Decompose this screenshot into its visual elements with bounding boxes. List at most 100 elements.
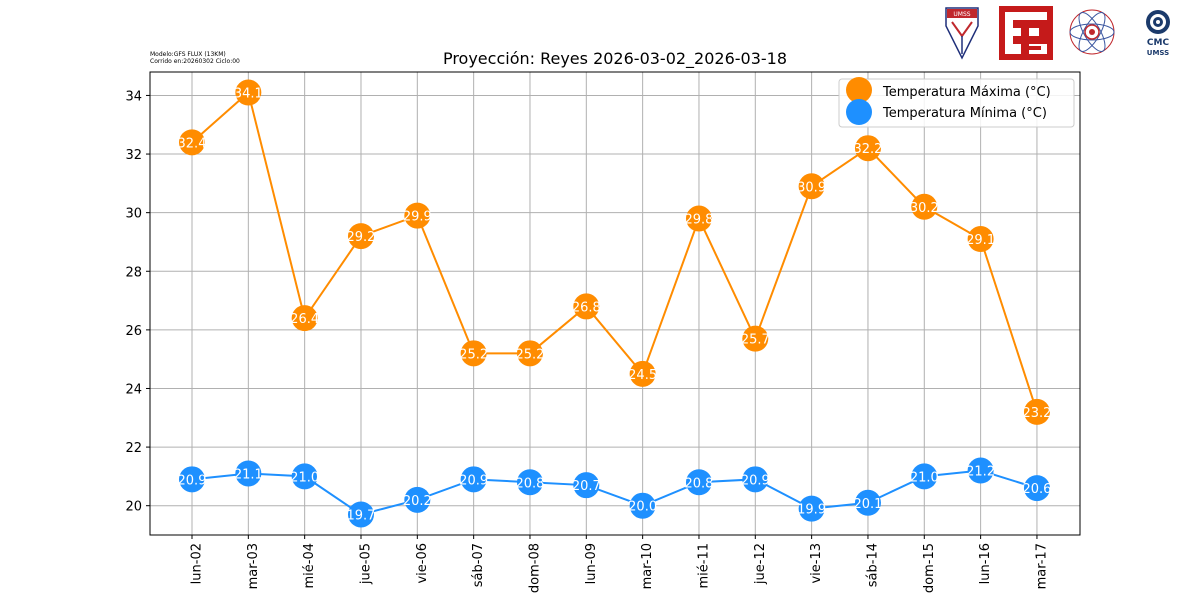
x-tick-label: dom-08 xyxy=(527,543,542,593)
data-label: 25.2 xyxy=(459,347,488,362)
data-label: 20.2 xyxy=(403,494,432,509)
data-point xyxy=(685,469,712,496)
y-tick-label: 32 xyxy=(125,148,142,163)
y-tick-label: 22 xyxy=(125,441,142,456)
data-point xyxy=(742,466,769,493)
data-point xyxy=(742,325,769,352)
x-tick-label: vie-06 xyxy=(415,543,430,584)
data-point xyxy=(1023,475,1050,502)
data-label: 32.2 xyxy=(853,142,882,157)
data-point xyxy=(911,463,938,490)
umss-shield-text: UMSS xyxy=(953,11,970,18)
x-tick-label: sáb-07 xyxy=(471,543,486,587)
y-tick-label: 20 xyxy=(125,500,142,515)
data-point xyxy=(967,457,994,484)
data-label: 29.1 xyxy=(966,233,995,248)
legend-max-marker xyxy=(846,77,872,103)
umss-logo-text: UMSS xyxy=(1147,49,1169,57)
x-tick-label: mié-11 xyxy=(696,543,711,589)
plot-frame xyxy=(149,71,1081,536)
data-point xyxy=(798,173,825,200)
data-label: 21.0 xyxy=(290,470,319,485)
x-tick-label: mar-17 xyxy=(1034,543,1049,589)
x-tick-label: mar-03 xyxy=(246,543,261,589)
data-point xyxy=(291,463,318,490)
data-label: 20.8 xyxy=(516,476,545,491)
data-label: 29.9 xyxy=(403,210,432,225)
data-label: 30.9 xyxy=(797,180,826,195)
data-point xyxy=(460,466,487,493)
model-caption: Modelo:GFS FLUX (13KM) xyxy=(150,51,226,58)
data-label: 21.0 xyxy=(910,470,939,485)
chart-title: Proyección: Reyes 2026-03-02_2026-03-18 xyxy=(443,49,787,69)
data-label: 20.9 xyxy=(459,473,488,488)
x-tick-label: lun-02 xyxy=(190,543,205,584)
y-tick-label: 24 xyxy=(125,382,142,397)
data-point xyxy=(291,305,318,332)
data-label: 26.8 xyxy=(572,300,601,315)
data-label: 20.9 xyxy=(741,473,770,488)
data-point xyxy=(179,466,205,493)
data-point xyxy=(516,340,543,367)
data-point xyxy=(347,501,374,528)
data-label: 19.7 xyxy=(347,508,376,523)
x-tick-label: dom-15 xyxy=(922,543,937,593)
x-tick-label: jue-05 xyxy=(358,543,373,585)
data-label: 24.5 xyxy=(628,368,657,383)
data-label: 20.0 xyxy=(628,500,657,515)
data-label: 20.9 xyxy=(178,473,207,488)
legend-box xyxy=(838,78,1075,128)
data-label: 34.1 xyxy=(234,87,263,102)
data-point xyxy=(179,129,205,156)
data-point xyxy=(854,135,881,162)
x-tick-label: jue-12 xyxy=(753,543,768,585)
data-point xyxy=(404,486,431,513)
y-tick-label: 30 xyxy=(125,207,142,222)
data-label: 32.4 xyxy=(178,136,207,151)
data-point xyxy=(347,223,374,250)
faculty-logo xyxy=(999,6,1053,60)
data-point xyxy=(798,495,825,522)
data-point xyxy=(854,489,881,516)
data-label: 23.2 xyxy=(1022,406,1051,421)
data-point xyxy=(1023,398,1050,425)
data-point xyxy=(235,460,262,487)
y-tick-label: 34 xyxy=(125,89,142,104)
cmc-logo-text: CMC xyxy=(1147,38,1170,48)
data-point xyxy=(235,79,262,106)
data-point xyxy=(685,205,712,232)
x-tick-label: sáb-14 xyxy=(865,543,880,587)
legend-min-label: Temperatura Mínima (°C) xyxy=(882,106,1047,121)
data-label: 21.2 xyxy=(966,465,995,480)
data-label: 25.7 xyxy=(741,333,770,348)
legend: Temperatura Máxima (°C) Temperatura Míni… xyxy=(838,77,1075,128)
data-point xyxy=(629,492,656,519)
x-tick-label: lun-09 xyxy=(584,543,599,584)
umss-shield-logo: UMSS xyxy=(945,7,979,60)
legend-max-label: Temperatura Máxima (°C) xyxy=(882,85,1051,100)
data-label: 20.7 xyxy=(572,479,601,494)
data-point xyxy=(911,193,938,220)
data-point xyxy=(967,226,994,253)
y-tick-label: 28 xyxy=(125,265,142,280)
legend-min-marker xyxy=(846,99,872,125)
x-tick-label: lun-16 xyxy=(978,543,993,584)
data-label: 30.2 xyxy=(910,201,939,216)
data-label: 20.6 xyxy=(1022,482,1051,497)
data-label: 26.4 xyxy=(290,312,319,327)
data-label: 29.8 xyxy=(684,213,713,228)
data-point xyxy=(629,360,656,387)
data-label: 21.1 xyxy=(234,467,263,482)
data-label: 29.2 xyxy=(347,230,376,245)
physics-logo xyxy=(1069,9,1115,55)
series-line-1 xyxy=(191,469,1038,516)
data-point xyxy=(404,202,431,229)
data-point xyxy=(573,472,600,499)
y-tick-label: 26 xyxy=(125,324,142,339)
x-tick-label: mié-04 xyxy=(302,543,317,589)
data-label: 25.2 xyxy=(516,347,545,362)
data-label: 19.9 xyxy=(797,503,826,518)
data-point xyxy=(573,293,600,320)
data-point xyxy=(460,340,487,367)
